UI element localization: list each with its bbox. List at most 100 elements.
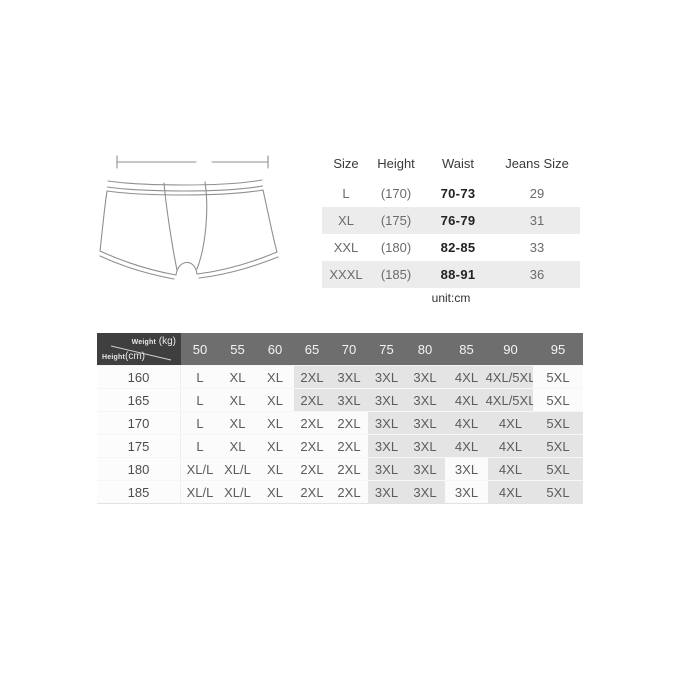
matrix-size-cell: 4XL [488, 412, 533, 434]
matrix-size-cell: XL/L [219, 458, 256, 480]
matrix-size-cell: 3XL [368, 366, 405, 388]
size-cell: L [342, 186, 350, 201]
weight-column-header: 95 [550, 341, 566, 357]
matrix-size-cell: XL/L [219, 481, 256, 503]
matrix-size-cell: 5XL [533, 481, 583, 503]
matrix-size-cell: 3XL [368, 389, 405, 411]
matrix-size-cell: XL [256, 389, 294, 411]
matrix-size-cell: XL [256, 412, 294, 434]
col-header-waist: Waist [441, 156, 475, 171]
size-cell: XL [338, 213, 354, 228]
matrix-size-cell: 2XL [330, 458, 368, 480]
matrix-size-cell: 4XL [445, 412, 488, 434]
unit-note: unit:cm [431, 291, 471, 305]
matrix-size-cell: 2XL [330, 481, 368, 503]
matrix-size-cell: 3XL [405, 481, 445, 503]
matrix-size-cell: 2XL [294, 389, 330, 411]
weight-column-header: 75 [379, 341, 394, 357]
matrix-size-cell: 5XL [533, 435, 583, 457]
size-table-header: Size Height Waist Jeans Size [322, 147, 580, 180]
jeans-cell: 33 [529, 240, 545, 255]
matrix-size-cell: XL [256, 366, 294, 388]
matrix-size-cell: 3XL [330, 366, 368, 388]
matrix-row-height: 185 [97, 481, 181, 503]
weight-height-matrix: Weight (kg) Height(cm) 50 55 60 65 70 75 80 85 9… [97, 333, 583, 504]
matrix-size-cell: 3XL [368, 412, 405, 434]
matrix-row: 180 XL/L XL/L XL 2XL 2XL 3XL 3XL 3XL 4XL 5XL [97, 457, 583, 480]
weight-column-header: 50 [192, 341, 208, 357]
matrix-size-cell: 3XL [405, 412, 445, 434]
matrix-size-cell: 3XL [445, 481, 488, 503]
matrix-size-cell: 3XL [405, 389, 445, 411]
size-cell: XXL [333, 240, 359, 255]
matrix-row: 170 L XL XL 2XL 2XL 3XL 3XL 4XL 4XL 5XL [97, 411, 583, 434]
size-table-row: XXXL (185) 88-91 36 [322, 261, 580, 288]
matrix-size-cell: 2XL [294, 458, 330, 480]
jeans-cell: 31 [529, 213, 545, 228]
matrix-size-cell: XL [219, 435, 256, 457]
matrix-size-cell: 4XL/5XL [486, 389, 535, 411]
boxer-briefs-sketch-icon [99, 155, 279, 280]
matrix-size-cell: XL [256, 481, 294, 503]
matrix-size-cell: 2XL [330, 412, 368, 434]
matrix-row: 175 L XL XL 2XL 2XL 3XL 3XL 4XL 4XL 5XL [97, 434, 583, 457]
matrix-row: 165 L XL XL 2XL 3XL 3XL 3XL 4XL 4XL/5XL 5XL [97, 388, 583, 411]
weight-column-header: 55 [230, 341, 245, 357]
col-header-jeans-size: Jeans Size [505, 156, 569, 171]
matrix-rows: 160 L XL XL 2XL 3XL 3XL 3XL 4XL 4XL/5XL 5XL 165 L XL X… [97, 365, 583, 503]
weight-column-header: 90 [503, 341, 518, 357]
weight-column-header: 70 [341, 341, 357, 357]
matrix-size-cell: 3XL [368, 435, 405, 457]
matrix-size-cell: XL [256, 435, 294, 457]
height-cell: (175) [380, 213, 412, 228]
matrix-row: 185 XL/L XL/L XL 2XL 2XL 3XL 3XL 3XL 4XL 5XL [97, 480, 583, 503]
matrix-size-cell: XL [256, 458, 294, 480]
matrix-row-height: 160 [97, 366, 181, 388]
matrix-size-cell: 2XL [330, 435, 368, 457]
matrix-row: 160 L XL XL 2XL 3XL 3XL 3XL 4XL 4XL/5XL 5XL [97, 365, 583, 388]
matrix-size-cell: XL/L [181, 481, 219, 503]
matrix-size-cell: L [181, 389, 219, 411]
col-header-height: Height [377, 156, 415, 171]
weight-column-header: 80 [417, 341, 433, 357]
height-cell: (180) [380, 240, 412, 255]
size-table-rows: L (170) 70-73 29 XL (175) 76-79 31 XXL (180) 82-85… [322, 180, 580, 288]
waist-cell: 70-73 [440, 186, 476, 201]
matrix-size-cell: 3XL [405, 366, 445, 388]
weight-axis-label: Weight (kg) [131, 336, 176, 347]
matrix-size-cell: XL/L [181, 458, 219, 480]
matrix-size-cell: L [181, 366, 219, 388]
matrix-size-cell: 4XL [488, 481, 533, 503]
matrix-size-cell: 4XL [488, 458, 533, 480]
matrix-row-height: 180 [97, 458, 181, 480]
size-table-row: XL (175) 76-79 31 [322, 207, 580, 234]
matrix-size-cell: 4XL/5XL [486, 366, 535, 388]
matrix-size-cell: 4XL [488, 435, 533, 457]
weight-column-header: 85 [459, 341, 474, 357]
matrix-row-height: 170 [97, 412, 181, 434]
height-cell: (170) [380, 186, 412, 201]
matrix-size-cell: 3XL [368, 481, 405, 503]
size-table-row: L (170) 70-73 29 [322, 180, 580, 207]
weight-column-header: 60 [267, 341, 283, 357]
matrix-row-height: 165 [97, 389, 181, 411]
matrix-size-cell: 3XL [405, 435, 445, 457]
size-table-row: XXL (180) 82-85 33 [322, 234, 580, 261]
weight-column-header: 65 [304, 341, 320, 357]
diagonal-divider [110, 345, 172, 361]
matrix-header-row: Weight (kg) Height(cm) 50 55 60 65 70 75 80 85 9… [97, 333, 583, 365]
matrix-corner-cell: Weight (kg) Height(cm) [97, 333, 181, 365]
waist-cell: 88-91 [440, 267, 476, 282]
matrix-size-cell: L [181, 435, 219, 457]
matrix-size-cell: 2XL [294, 366, 330, 388]
height-axis-label: Height(cm) [102, 351, 145, 362]
jeans-cell: 36 [529, 267, 545, 282]
matrix-size-cell: 3XL [330, 389, 368, 411]
size-table: Size Height Waist Jeans Size L (170) 70-73… [322, 147, 580, 288]
matrix-size-cell: L [181, 412, 219, 434]
matrix-size-cell: 2XL [294, 412, 330, 434]
height-cell: (185) [380, 267, 412, 282]
matrix-size-cell: 4XL [445, 366, 488, 388]
matrix-size-cell: 5XL [533, 366, 583, 388]
